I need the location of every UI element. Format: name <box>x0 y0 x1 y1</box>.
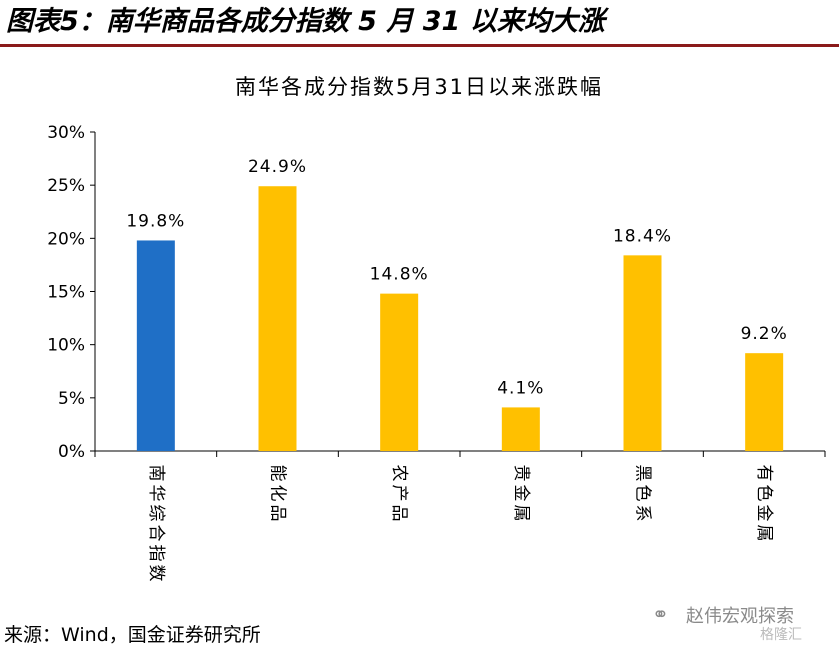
chart-title: 南华各成分指数5月31日以来涨跌幅 <box>235 75 603 99</box>
chart-axes: 0% 5% 10% 15% 20% 25% 30% <box>47 123 826 462</box>
bar <box>380 293 419 451</box>
watermark-brand: 格隆汇 <box>760 627 802 643</box>
y-tick-label: 10% <box>47 336 85 356</box>
svg-text:品: 品 <box>389 505 409 522</box>
data-label: 24.9% <box>248 157 307 177</box>
svg-text:属: 属 <box>754 525 774 542</box>
source-note: 来源：Wind，国金证券研究所 <box>4 624 261 646</box>
svg-text:有: 有 <box>754 465 774 482</box>
x-tick-label: 贵金属 <box>511 465 531 522</box>
svg-text:品: 品 <box>268 505 288 522</box>
svg-text:产: 产 <box>389 485 409 502</box>
svg-text:指: 指 <box>146 545 166 562</box>
y-tick-label: 15% <box>47 283 85 303</box>
y-tick-label: 0% <box>58 442 85 462</box>
bar <box>136 240 175 451</box>
figure-title: 图表5：南华商品各成分指数 5 月 31 以来均大涨 <box>6 6 605 37</box>
svg-text:色: 色 <box>754 485 774 502</box>
chart-bars <box>136 186 784 451</box>
svg-text:农: 农 <box>389 465 409 482</box>
svg-text:金: 金 <box>754 505 774 522</box>
bar <box>745 353 784 451</box>
data-label: 14.8% <box>370 265 429 285</box>
svg-text:合: 合 <box>146 525 166 542</box>
svg-text:色: 色 <box>633 485 653 502</box>
svg-text:属: 属 <box>511 505 531 522</box>
svg-text:华: 华 <box>146 485 166 502</box>
data-label: 19.8% <box>126 211 185 231</box>
bar <box>258 186 297 451</box>
svg-text:金: 金 <box>511 485 531 502</box>
x-tick-label: 农产品 <box>389 465 409 522</box>
y-tick-label: 5% <box>58 389 85 409</box>
watermark-name: 赵伟宏观探索 <box>686 606 794 627</box>
y-tick-label: 25% <box>47 176 85 196</box>
watermark: ⚭ 赵伟宏观探索 格隆汇 <box>652 600 838 646</box>
svg-text:化: 化 <box>268 485 288 502</box>
data-label: 18.4% <box>613 226 672 246</box>
x-tick-label: 能化品 <box>268 465 288 522</box>
bar-chart: 南华各成分指数5月31日以来涨跌幅 0% 5% 10% 15% 20% 25% 30% 19… <box>47 75 826 582</box>
svg-text:系: 系 <box>633 505 653 522</box>
data-label: 4.1% <box>497 378 544 398</box>
y-tick-label: 30% <box>47 123 85 143</box>
bar <box>623 255 662 451</box>
title-rule <box>0 44 839 47</box>
bar <box>501 407 540 451</box>
svg-text:综: 综 <box>146 505 166 522</box>
x-tick-label: 黑色系 <box>633 465 653 522</box>
svg-text:贵: 贵 <box>511 465 531 482</box>
y-tick-label: 20% <box>47 229 85 249</box>
svg-text:能: 能 <box>268 465 288 482</box>
svg-text:黑: 黑 <box>633 465 653 482</box>
svg-text:数: 数 <box>146 565 166 582</box>
wechat-icon: ⚭ <box>652 602 669 626</box>
svg-text:南: 南 <box>146 465 166 482</box>
chart-value-labels: 19.8% 24.9% 14.8% 4.1% 18.4% 9.2% <box>126 157 788 398</box>
data-label: 9.2% <box>741 324 788 344</box>
